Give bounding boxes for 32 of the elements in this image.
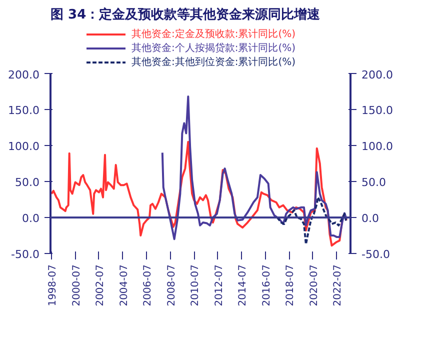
x-tick-label: 2018-07 <box>285 264 296 306</box>
legend-label: 其他资金:定金及预收款:累计同比(%) <box>132 28 296 40</box>
x-tick-label: 2022-07 <box>332 264 344 306</box>
x-tick-label: 2006-07 <box>142 264 154 306</box>
y-tick-label: 0.0 <box>22 212 40 225</box>
y2-tick-label: 0.0 <box>362 212 379 225</box>
y2-tick-label: 50.0 <box>362 176 386 189</box>
y2-tick-label: 100.0 <box>362 140 393 153</box>
y2-tick-label: 150.0 <box>362 104 393 117</box>
chart-title: 图 34：定金及预收款等其他资金来源同比增速 <box>50 6 322 22</box>
y2-tick-label: -50.0 <box>362 248 390 261</box>
line-series <box>50 140 348 247</box>
y2-tick-label: 200.0 <box>362 68 393 82</box>
y-tick-label: 150.0 <box>8 104 40 117</box>
x-tick-label: 2010-07 <box>190 264 202 306</box>
y-tick-label: 50.0 <box>15 176 40 189</box>
y-tick-label: 100.0 <box>8 140 40 153</box>
x-tick-label: 2016-07 <box>261 264 272 306</box>
x-tick-label: 2020-07 <box>308 264 320 306</box>
x-tick-label: 2012-07 <box>214 264 225 306</box>
x-tick-label: 2008-07 <box>166 264 178 306</box>
line-series <box>161 96 348 240</box>
legend-label: 其他资金:其他到位资金:累计同比(%) <box>132 56 296 68</box>
x-tick-label: 2014-07 <box>238 264 249 306</box>
y-tick-label: 200.0 <box>8 68 40 82</box>
y-tick-label: -50.0 <box>11 248 40 261</box>
x-tick-label: 2000-07 <box>71 264 82 306</box>
x-tick-label: 2004-07 <box>118 264 130 306</box>
x-tick-label: 1998-07 <box>47 264 58 306</box>
x-tick-label: 2002-07 <box>95 264 106 306</box>
line-series <box>276 196 348 246</box>
legend-label: 其他资金:个人按揭贷款:累计同比(%) <box>132 42 296 54</box>
